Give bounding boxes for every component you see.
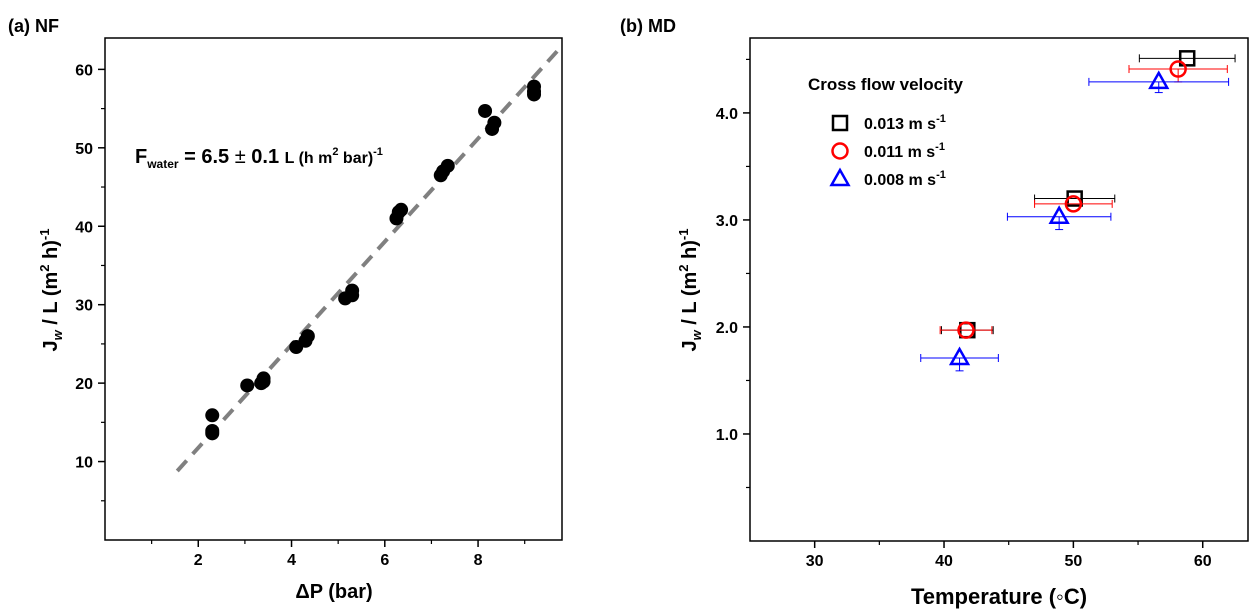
panel-a-points (205, 79, 542, 441)
panel-b-ytick-label: 1.0 (716, 427, 738, 444)
panel-a-ytick-label: 50 (75, 141, 93, 158)
panel-b-ylabel: Jw / L (m2 h)-1 (676, 228, 704, 351)
md-data-point (1178, 50, 1196, 67)
legend-title: Cross flow velocity (808, 75, 963, 94)
panel-a-label: (a) NF (8, 16, 59, 36)
panel-b-points (920, 50, 1236, 372)
nf-data-point (478, 103, 493, 118)
panel-a-plot-frame (104, 37, 563, 541)
panel-a-ytick-label: 60 (75, 62, 93, 79)
panel-a-annotation: Fwater = 6.5 ± 0.1 L (h m2 bar)-1 (135, 146, 383, 171)
nf-data-point (345, 283, 360, 298)
nf-data-point (256, 371, 271, 386)
panel-a-xtick-label: 6 (380, 552, 389, 569)
nf-data-point (300, 329, 315, 344)
nf-data-point (527, 79, 542, 94)
panel-a-xtick-label: 4 (287, 552, 296, 569)
panel-b-xtick-label: 50 (1064, 553, 1082, 570)
panel-a-xtick-label: 2 (194, 552, 203, 569)
nf-data-point (394, 202, 409, 217)
panel-a-ylabel: Jw / L (m2 h)-1 (37, 228, 65, 351)
legend-marker (831, 142, 849, 160)
legend-markers (829, 114, 851, 187)
legend-label-0008: 0.008 m s-1 (864, 169, 946, 189)
panel-a-ytick-label: 30 (75, 298, 93, 315)
nf-data-point (205, 408, 220, 423)
legend-label-0011: 0.011 m s-1 (864, 141, 945, 161)
panel-a-ticks: 2 4 6 8 10 20 30 40 50 60 (75, 62, 526, 569)
panel-b-xtick-label: 30 (806, 553, 824, 570)
legend-label-0013: 0.013 m s-1 (864, 113, 946, 133)
panel-b-legend: Cross flow velocity 0.013 m s-1 0.011 m … (808, 75, 963, 189)
legend-marker (829, 167, 851, 187)
panel-b-ticks: 30 40 50 60 1.0 2.0 3.0 4.0 (716, 58, 1212, 570)
md-data-point (957, 321, 975, 339)
panel-a-ytick-label: 10 (75, 455, 93, 472)
md-data-point (1064, 195, 1083, 213)
panel-a-fit-line (175, 44, 564, 473)
panel-b-xtick-label: 40 (935, 553, 953, 570)
panel-b-plot-frame (749, 37, 1249, 542)
panel-a-ytick-label: 20 (75, 376, 93, 393)
panel-b-xlabel: Temperature (◦C) (911, 584, 1087, 609)
md-data-point (948, 346, 971, 366)
md-data-point (1169, 60, 1187, 78)
panel-b-ytick-label: 2.0 (716, 320, 738, 337)
panel-b-ytick-label: 3.0 (716, 213, 738, 230)
panel-b-xtick-label: 60 (1194, 553, 1212, 570)
md-data-point (1148, 70, 1170, 90)
panel-a-xlabel: ΔP (bar) (295, 581, 372, 603)
nf-data-point (240, 378, 255, 393)
panel-b-label: (b) MD (620, 16, 676, 36)
nf-data-point (440, 158, 455, 173)
fit-line-segment (175, 44, 564, 473)
panel-a-ytick-label: 40 (75, 219, 93, 236)
legend-marker (831, 114, 849, 132)
panel-b-ytick-label: 4.0 (716, 106, 738, 123)
panel-a-xtick-label: 8 (474, 552, 483, 569)
nf-data-point (487, 115, 502, 130)
nf-data-point (205, 423, 220, 438)
md-data-point (1048, 205, 1070, 224)
